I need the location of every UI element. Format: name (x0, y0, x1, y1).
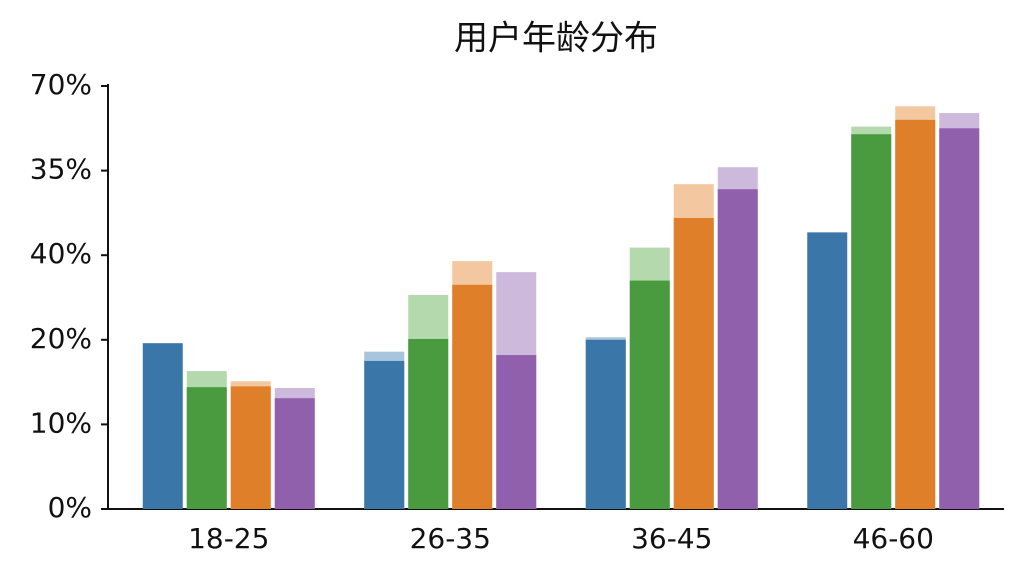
bar (851, 134, 892, 510)
bar (408, 338, 449, 509)
bar (585, 339, 626, 509)
bar (717, 189, 758, 509)
bar (142, 343, 183, 509)
y-tick-label: 20% (30, 322, 92, 355)
bar (364, 360, 405, 509)
x-tick-label: 18-25 (188, 522, 269, 555)
y-tick-label: 40% (30, 237, 92, 270)
y-tick-label: 10% (30, 406, 92, 439)
bar (939, 128, 980, 510)
bar (629, 280, 670, 509)
bar (186, 387, 227, 509)
y-tick-label: 70% (30, 68, 92, 101)
y-tick-label: 35% (30, 153, 92, 186)
bar (807, 232, 848, 509)
bar (496, 355, 537, 509)
x-tick-label: 36-45 (631, 522, 712, 555)
bar (230, 386, 271, 509)
bar (895, 119, 936, 509)
bar (452, 284, 493, 509)
bar (673, 217, 714, 509)
x-tick-label: 26-35 (410, 522, 491, 555)
x-tick-label: 46-60 (853, 522, 934, 555)
chart-title: 用户年龄分布 (454, 19, 658, 59)
y-tick-label: 0% (48, 491, 92, 524)
bar (274, 398, 315, 509)
